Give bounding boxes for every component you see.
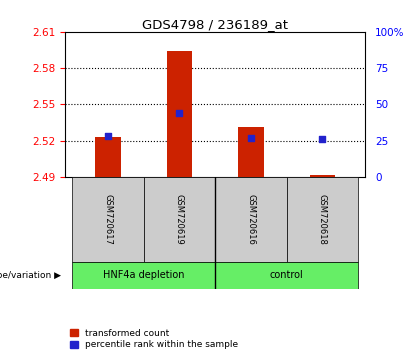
Text: genotype/variation ▶: genotype/variation ▶ [0, 271, 61, 280]
Text: GSM720618: GSM720618 [318, 194, 327, 245]
Bar [215, 262, 358, 289]
Text: GSM720619: GSM720619 [175, 194, 184, 245]
Text: HNF4a depletion: HNF4a depletion [103, 270, 184, 280]
Text: control: control [270, 270, 304, 280]
Legend: transformed count, percentile rank within the sample: transformed count, percentile rank withi… [70, 329, 238, 349]
Bar [144, 177, 215, 262]
Bar [215, 177, 287, 262]
Bar [72, 177, 144, 262]
Bar [72, 262, 215, 289]
Bar [239, 127, 263, 177]
Bar [167, 51, 192, 177]
Point [176, 110, 183, 116]
Bar [95, 137, 121, 177]
Bar [287, 177, 358, 262]
Bar [310, 175, 335, 177]
Point [105, 133, 111, 139]
Point [248, 135, 255, 141]
Title: GDS4798 / 236189_at: GDS4798 / 236189_at [142, 18, 288, 31]
Text: GSM720617: GSM720617 [103, 194, 113, 245]
Text: GSM720616: GSM720616 [247, 194, 255, 245]
Point [319, 136, 326, 142]
